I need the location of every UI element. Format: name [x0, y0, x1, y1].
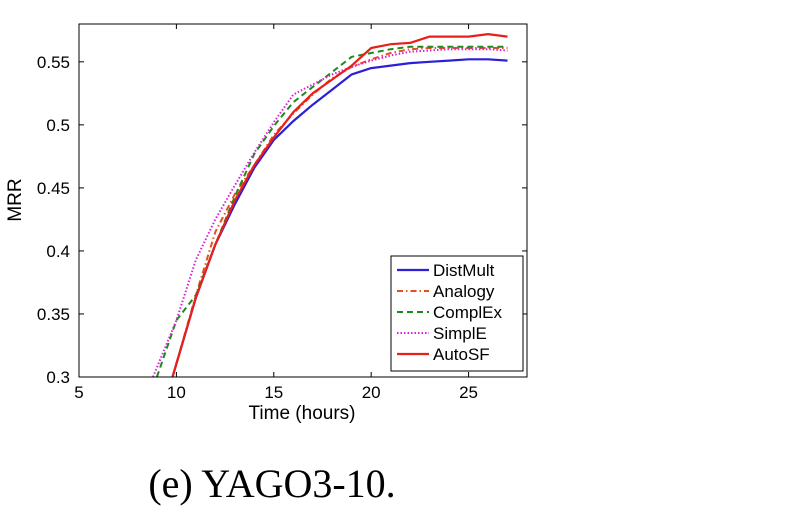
series-line-autosf [171, 32, 508, 377]
legend-box [390, 255, 524, 372]
y-tick-label: 0.55 [37, 53, 70, 72]
x-tick-label: 25 [459, 383, 478, 402]
series-line-distmult [171, 58, 508, 377]
y-tick-label: 0.3 [46, 368, 70, 387]
y-axis-label: MRR [5, 178, 26, 221]
x-axis-label: Time (hours) [249, 403, 356, 424]
x-tick-label: 5 [74, 383, 83, 402]
axes: 5 10 15 20 25 0.3 0.35 0.4 0.45 0.5 0.55 [37, 23, 528, 402]
series-line-simple [152, 48, 508, 377]
y-tick-label: 0.45 [37, 179, 70, 198]
y-tick-label: 0.4 [46, 242, 70, 261]
figure-caption: (e) YAGO3-10. [148, 461, 395, 506]
y-tick-label: 0.35 [37, 305, 70, 324]
legend-label-distmult: DistMult [433, 261, 495, 280]
x-tick-label: 20 [362, 383, 381, 402]
legend-label-analogy: Analogy [433, 282, 495, 301]
axes-box [78, 23, 528, 378]
x-tick-label: 15 [264, 383, 283, 402]
legend-label-autosf: AutoSF [433, 345, 490, 364]
legend: DistMult Analogy ComplEx SimplE AutoSF [390, 255, 524, 372]
legend-label-complex: ComplEx [433, 303, 502, 322]
plot-area [152, 32, 508, 377]
legend-label-simple: SimplE [433, 324, 487, 343]
y-tick-label: 0.5 [46, 116, 70, 135]
x-tick-label: 10 [167, 383, 186, 402]
